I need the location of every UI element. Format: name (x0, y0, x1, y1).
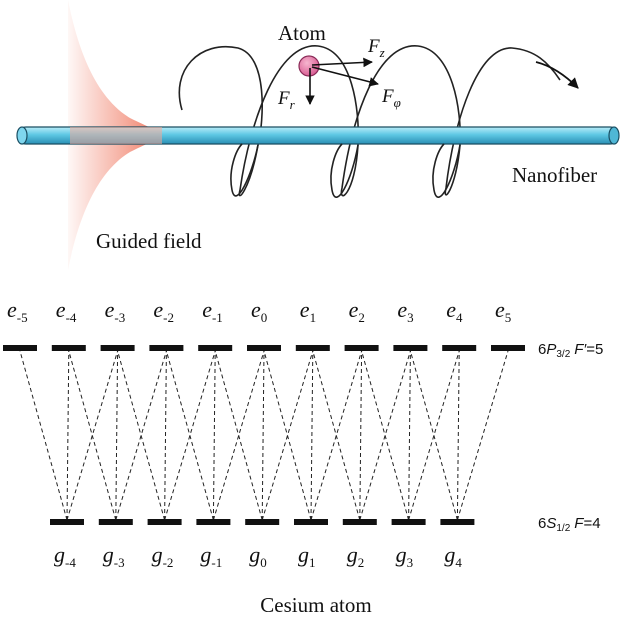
transition-line (19, 350, 68, 521)
ground-level-label: g1 (298, 542, 316, 570)
guided-field-on-fiber (70, 127, 162, 144)
level-diagram: e-5 e-4 e-3 e-2 e-1 e0 e1 e2 e3 e4 e5 g-4 g-3 g-2 g-1 g… (3, 297, 603, 617)
atom (298, 55, 320, 77)
guided-field-label: Guided field (96, 229, 202, 253)
helix-back (178, 45, 561, 197)
excited-level-label: e0 (251, 297, 267, 325)
excited-level-label: e-3 (105, 297, 126, 325)
excited-level-bar (3, 345, 37, 351)
force-phi-arrow (311, 66, 379, 87)
ground-level-label: g3 (396, 542, 414, 570)
excited-level-bar (442, 345, 477, 351)
force-r-label: Fr (277, 88, 296, 112)
excited-level-label: e-5 (7, 297, 28, 325)
helix-loop-1-back (178, 45, 264, 146)
transition-line (312, 350, 361, 521)
ground-level-label: g0 (249, 542, 267, 570)
transition-line (212, 350, 216, 521)
ground-level-label: g2 (347, 542, 365, 570)
nanofiber-scene: Atom Fz Fφ Fr Nanofiber Guided field (16, 0, 620, 270)
excited-level-bar (149, 345, 184, 351)
trajectory-arrow (535, 61, 579, 89)
helix-loop-3-front (432, 143, 461, 198)
transition-line (66, 350, 119, 521)
excited-level-bar (491, 345, 525, 351)
nanofiber-end-left (16, 126, 28, 145)
transition-line (214, 350, 263, 521)
ground-level-bar (391, 519, 426, 525)
ground-state-label: 6S1/2 F=4 (538, 515, 601, 534)
transition-line (164, 350, 167, 521)
transition-line (456, 350, 509, 521)
nanofiber-label: Nanofiber (512, 163, 597, 187)
ground-level-bar (98, 519, 133, 525)
diagram-caption: Cesium atom (260, 593, 371, 617)
transition-line (212, 350, 265, 521)
ground-level-bar (440, 519, 475, 525)
nanofiber-end-right (608, 126, 620, 145)
transition-line (361, 350, 410, 521)
transition-line (310, 350, 314, 521)
excited-level-label: e1 (300, 297, 316, 325)
force-z-label: Fz (367, 36, 385, 60)
ground-level-label: g4 (444, 542, 462, 570)
excited-level-label: e5 (495, 297, 511, 325)
transition-line (263, 350, 312, 521)
transition-line (359, 350, 363, 521)
transition-line (409, 350, 458, 521)
excited-level-label: e2 (349, 297, 365, 325)
excited-level-bar (51, 345, 86, 351)
transition-line (115, 350, 167, 521)
transition-line (165, 350, 214, 521)
ground-level-label: g-1 (200, 542, 222, 570)
excited-level-label: e3 (397, 297, 413, 325)
transition-line (408, 350, 460, 521)
transition-line (115, 350, 119, 521)
excited-level-bar (344, 345, 379, 351)
excited-level-label: e-2 (153, 297, 174, 325)
excited-level-bar (247, 345, 281, 351)
transition-line (359, 350, 411, 521)
ground-level-bar (245, 519, 280, 525)
ground-level-bar (147, 519, 182, 525)
helix-front (230, 143, 461, 198)
ground-level-bar (50, 519, 84, 525)
excited-state-label: 6P3/2 F′=5 (538, 341, 603, 360)
helix-loop-2-front (330, 143, 359, 198)
ground-level-bar (342, 519, 377, 525)
ground-level-bar (294, 519, 328, 525)
excited-level-label: e4 (446, 297, 463, 325)
helix-loop-3-back (340, 45, 462, 197)
ground-level-label: g-4 (54, 542, 76, 570)
excited-level-bar (198, 345, 233, 351)
force-phi-label: Fφ (381, 86, 401, 110)
transition-line (408, 350, 411, 521)
ground-level-label: g-3 (103, 542, 125, 570)
transition-line (66, 350, 70, 521)
transition-line (261, 350, 265, 521)
ground-level-label: g-2 (152, 542, 174, 570)
transition-line (68, 350, 117, 521)
ground-level-bar (196, 519, 231, 525)
transition-line (117, 350, 166, 521)
transition-line (310, 350, 363, 521)
excited-level-bar (100, 345, 135, 351)
transition-lines (19, 350, 509, 521)
helix-loop-4-back (444, 47, 561, 196)
force-z-arrow (311, 57, 373, 68)
helix-loop-2-back (238, 45, 360, 197)
excited-level-label: e-1 (202, 297, 223, 325)
transition-line (261, 350, 314, 521)
excited-level-bar (393, 345, 428, 351)
transition-line (164, 350, 216, 521)
excited-level-bar (295, 345, 330, 351)
helix-loop-1-front (230, 143, 259, 197)
atom-label: Atom (278, 21, 326, 45)
transition-line (456, 350, 460, 521)
excited-level-label: e-4 (56, 297, 77, 325)
